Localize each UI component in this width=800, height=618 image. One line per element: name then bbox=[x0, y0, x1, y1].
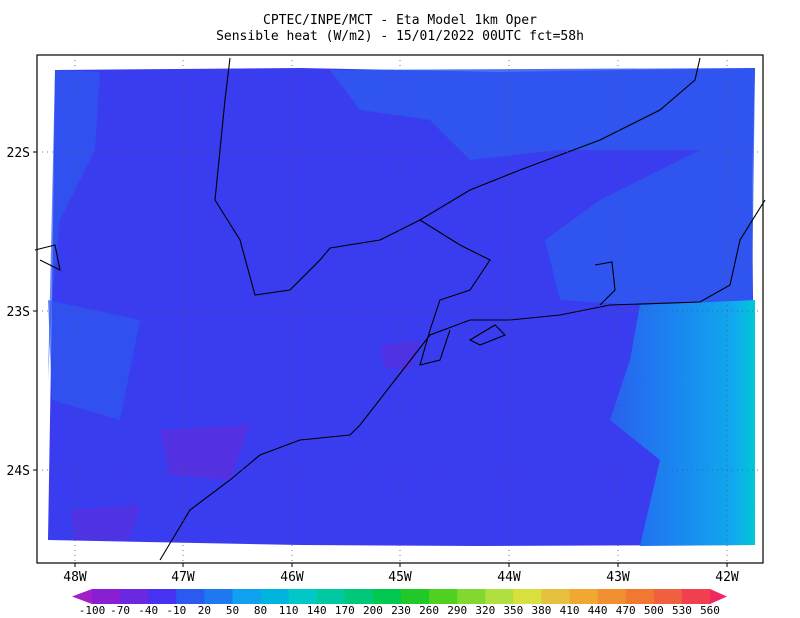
colorbar-label: 50 bbox=[226, 604, 239, 617]
colorbar-box bbox=[569, 589, 599, 604]
colorbar-box bbox=[316, 589, 346, 604]
colorbar-box bbox=[288, 589, 318, 604]
colorbar-box bbox=[401, 589, 430, 604]
title-line-1: CPTEC/INPE/MCT - Eta Model 1km Oper bbox=[263, 13, 537, 28]
colorbar-label: 560 bbox=[700, 604, 720, 617]
colorbar-box bbox=[457, 589, 486, 604]
colorbar-box bbox=[260, 589, 290, 604]
lat-label: 24S bbox=[7, 464, 30, 479]
lon-label: 45W bbox=[388, 570, 412, 585]
colorbar-label: -10 bbox=[166, 604, 186, 617]
colorbar-box bbox=[372, 589, 402, 604]
colorbar-label: 290 bbox=[447, 604, 467, 617]
lon-label: 47W bbox=[171, 570, 195, 585]
colorbar-box bbox=[148, 589, 177, 604]
colorbar-label: -70 bbox=[110, 604, 130, 617]
colorbar-label: 410 bbox=[560, 604, 580, 617]
colorbar-box bbox=[485, 589, 514, 604]
colorbar-box bbox=[344, 589, 374, 604]
colorbar-label: 80 bbox=[254, 604, 267, 617]
colorbar-label: 140 bbox=[307, 604, 327, 617]
colorbar-label: 530 bbox=[672, 604, 692, 617]
field bbox=[48, 68, 755, 546]
colorbar-label: 200 bbox=[363, 604, 383, 617]
colorbar-label: 230 bbox=[391, 604, 411, 617]
colorbar-label: 170 bbox=[335, 604, 355, 617]
lon-label: 43W bbox=[606, 570, 630, 585]
colorbar-box bbox=[204, 589, 233, 604]
colorbar-box bbox=[541, 589, 571, 604]
colorbar-label: 110 bbox=[279, 604, 299, 617]
colorbar-label: -40 bbox=[138, 604, 158, 617]
lat-label: 22S bbox=[7, 146, 30, 161]
colorbar-label: 260 bbox=[419, 604, 439, 617]
coastline bbox=[34, 57, 766, 561]
colorbar-label: 20 bbox=[198, 604, 211, 617]
colorbar-label: -100 bbox=[79, 604, 106, 617]
colorbar-arrow bbox=[72, 589, 92, 604]
colorbar-label: 470 bbox=[616, 604, 636, 617]
colorbar-label: 350 bbox=[503, 604, 523, 617]
colorbar-label: 320 bbox=[475, 604, 495, 617]
lon-label: 44W bbox=[497, 570, 521, 585]
colorbar-box bbox=[653, 589, 683, 604]
grid: 22S 23S 24S 48W 47W 46W 45W 44W 43W 42W bbox=[7, 55, 763, 585]
lon-label: 48W bbox=[63, 570, 87, 585]
title-line-2: Sensible heat (W/m2) - 15/01/2022 00UTC … bbox=[216, 29, 584, 44]
colorbar-box bbox=[232, 589, 262, 604]
lat-label: 23S bbox=[7, 305, 30, 320]
colorbar-label: 500 bbox=[644, 604, 664, 617]
colorbar-label: 440 bbox=[588, 604, 608, 617]
colorbar-box bbox=[513, 589, 542, 604]
colorbar-box bbox=[625, 589, 655, 604]
colorbar-box bbox=[597, 589, 627, 604]
colorbar-box bbox=[429, 589, 458, 604]
colorbar: -100 -70 -40 -10 20 50 80 110 140 170 200 230 260 290… bbox=[72, 589, 727, 617]
colorbar-label: 380 bbox=[532, 604, 552, 617]
lon-label: 42W bbox=[715, 570, 739, 585]
lon-label: 46W bbox=[280, 570, 304, 585]
colorbar-box bbox=[120, 589, 149, 604]
colorbar-arrow bbox=[710, 589, 727, 604]
colorbar-box bbox=[176, 589, 205, 604]
colorbar-box bbox=[92, 589, 121, 604]
colorbar-box bbox=[681, 589, 711, 604]
